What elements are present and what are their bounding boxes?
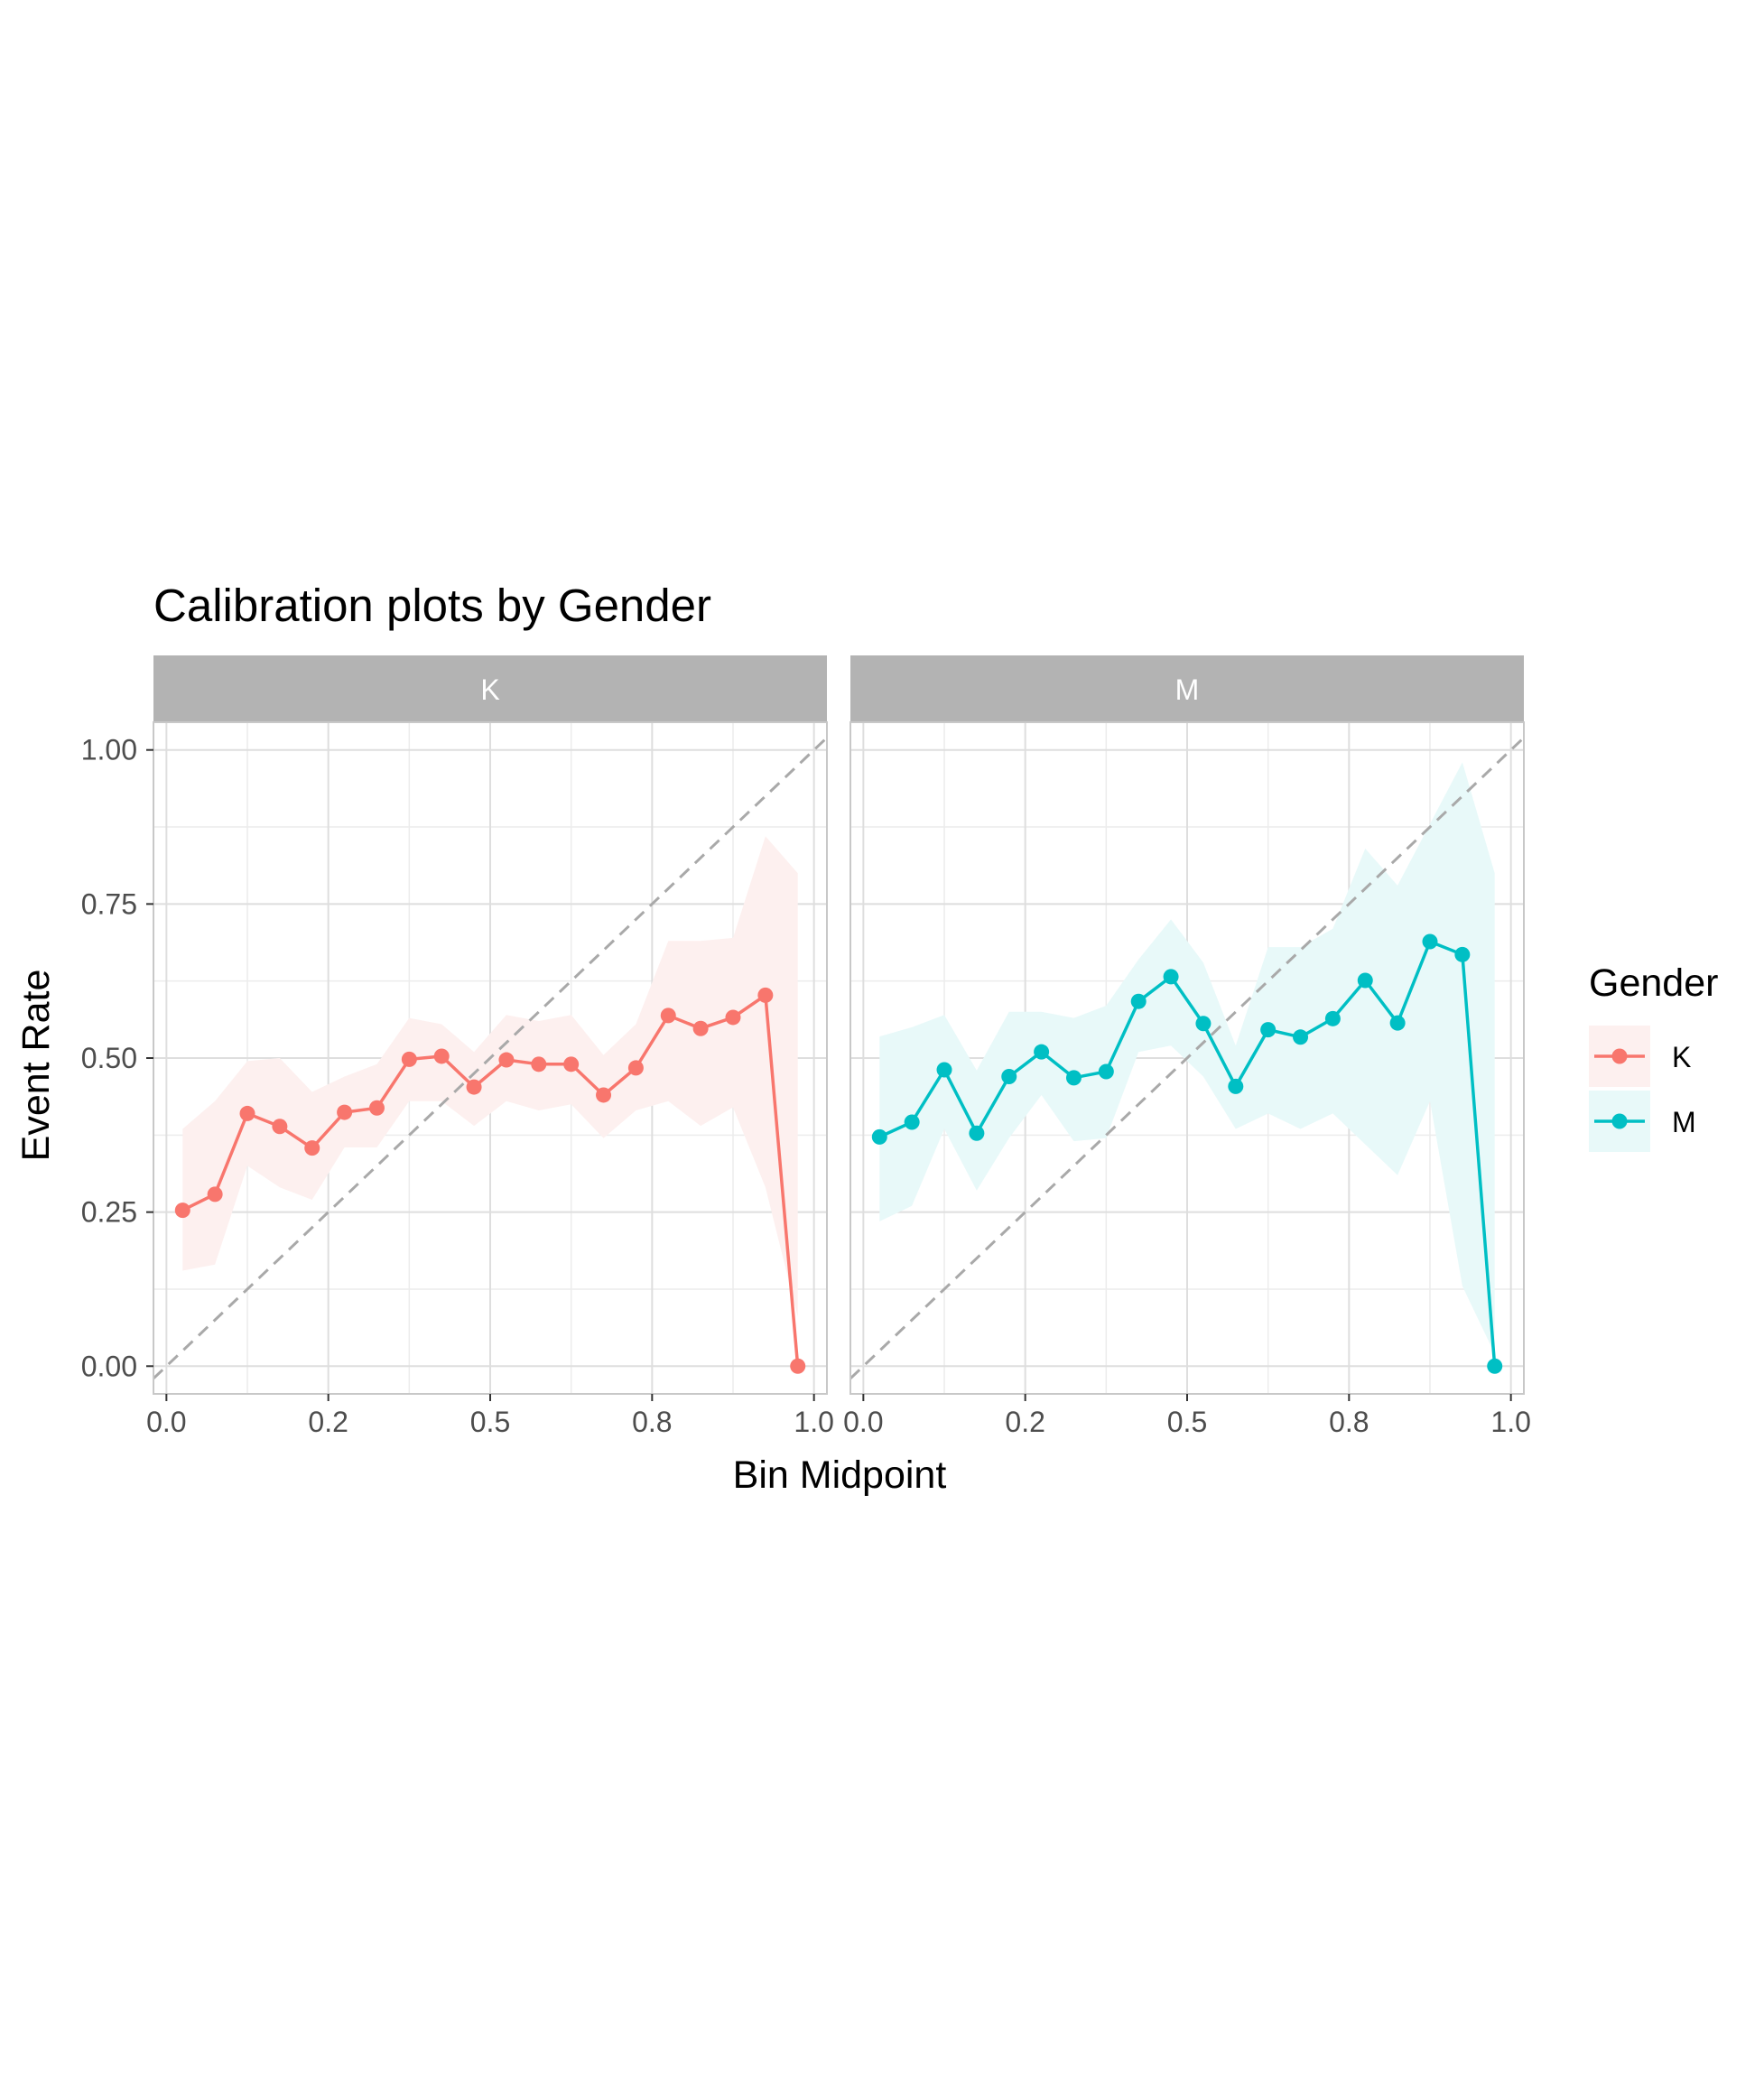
data-point (904, 1114, 920, 1130)
reference-diagonal (153, 736, 827, 1380)
x-tick-label: 1.0 (794, 1406, 833, 1438)
legend: Gender K M (1589, 961, 1718, 1152)
data-point (207, 1186, 223, 1202)
x-axis-label: Bin Midpoint (733, 1453, 947, 1497)
data-point (563, 1056, 580, 1072)
y-tick-label: 0.50 (81, 1042, 137, 1074)
data-point (1324, 1010, 1341, 1026)
data-point (368, 1100, 385, 1116)
data-point (1001, 1068, 1017, 1084)
data-point (1422, 933, 1438, 950)
data-point (725, 1009, 741, 1026)
x-tick-label: 0.0 (146, 1406, 186, 1438)
legend-label: M (1672, 1106, 1696, 1138)
data-point (239, 1105, 255, 1121)
x-tick-label: 0.5 (470, 1406, 510, 1438)
data-point (1195, 1016, 1212, 1032)
data-point (466, 1079, 482, 1095)
facet-panels: K 0.0 0.2 0.5 0.8 1.0 0.00 0.25 0.50 0.75 1.00 M 0.0… (81, 655, 1531, 1438)
data-point (969, 1125, 985, 1141)
legend-title: Gender (1589, 961, 1718, 1005)
legend-key-point (1611, 1113, 1628, 1129)
y-tick-label: 0.00 (81, 1350, 137, 1382)
data-point (531, 1056, 547, 1072)
data-point (1228, 1078, 1244, 1094)
legend-item-m: M (1589, 1091, 1696, 1152)
data-point (1357, 972, 1373, 989)
data-point (1098, 1063, 1114, 1080)
x-tick-label: 0.2 (308, 1406, 348, 1438)
legend-item-k: K (1589, 1026, 1691, 1087)
facet-strip-label: M (1175, 673, 1200, 706)
legend-key-point (1611, 1048, 1628, 1064)
data-point (1163, 969, 1179, 985)
legend-label: K (1672, 1041, 1691, 1073)
data-point (627, 1060, 644, 1076)
data-point (1065, 1070, 1082, 1086)
x-tick-label: 0.0 (843, 1406, 883, 1438)
data-point (660, 1008, 676, 1024)
x-tick-label: 0.8 (1329, 1406, 1369, 1438)
facet-strip-label: K (480, 673, 499, 706)
confidence-band (182, 836, 798, 1317)
facet-panel-k: K 0.0 0.2 0.5 0.8 1.0 0.00 0.25 0.50 0.75 1.00 (81, 655, 834, 1438)
data-point (936, 1062, 952, 1078)
reference-diagonal (850, 736, 1524, 1380)
data-point (498, 1052, 515, 1068)
data-point (790, 1358, 806, 1374)
data-point (433, 1048, 450, 1064)
x-tick-label: 0.2 (1005, 1406, 1044, 1438)
data-point (692, 1020, 709, 1036)
x-tick-label: 1.0 (1490, 1406, 1530, 1438)
data-point (871, 1128, 887, 1145)
y-tick-label: 0.25 (81, 1196, 137, 1229)
data-point (1389, 1015, 1406, 1031)
data-point (1293, 1029, 1309, 1045)
facet-strip (153, 655, 827, 722)
data-point (272, 1119, 288, 1135)
y-axis-label: Event Rate (14, 970, 58, 1162)
facet-panel-m: M 0.0 0.2 0.5 0.8 1.0 (843, 655, 1531, 1438)
data-point (1454, 946, 1471, 962)
data-point (757, 987, 774, 1003)
y-tick-label: 1.00 (81, 734, 137, 766)
chart-title: Calibration plots by Gender (153, 580, 711, 631)
data-point (1260, 1022, 1277, 1038)
x-tick-label: 0.5 (1167, 1406, 1207, 1438)
series-line-m (878, 939, 1497, 1367)
facet-strip (850, 655, 1524, 722)
data-point (304, 1140, 320, 1156)
data-point (174, 1202, 190, 1219)
x-tick-label: 0.8 (632, 1406, 672, 1438)
data-point (1130, 993, 1147, 1009)
y-tick-label: 0.75 (81, 887, 137, 920)
data-point (1034, 1044, 1050, 1060)
data-point (401, 1051, 417, 1067)
data-point (337, 1104, 353, 1120)
data-point (1487, 1358, 1503, 1374)
data-point (596, 1087, 612, 1103)
